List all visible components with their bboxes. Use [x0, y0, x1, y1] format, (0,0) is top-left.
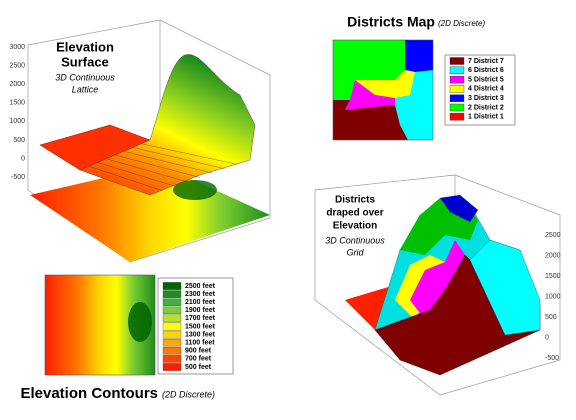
district-map	[332, 39, 434, 141]
legend-swatch	[449, 103, 465, 112]
lattice	[88, 143, 238, 191]
axis-tick-label: 0	[545, 334, 549, 341]
district-5	[410, 240, 465, 320]
lattice-line	[106, 158, 188, 183]
district-6-wall	[469, 239, 541, 336]
legend-label: 4 District 4	[468, 86, 504, 93]
title: Elevation Contours	[20, 385, 158, 402]
legend-swatch	[449, 94, 465, 102]
lattice-line	[132, 147, 226, 169]
axis-tick-label: 2500	[545, 232, 561, 239]
legend-swatch	[162, 298, 182, 306]
map-border	[332, 39, 434, 141]
districts-draped	[314, 174, 561, 396]
subtitle: Grid	[346, 247, 364, 257]
axis-tick-label: 2000	[545, 252, 561, 259]
legend-label: 2300 feet	[185, 291, 216, 298]
subtitle: (2D Discrete)	[162, 389, 215, 399]
legend-swatch	[162, 347, 182, 355]
region	[355, 40, 405, 80]
legend-label: 7 District 7	[468, 58, 504, 65]
axis-tick-label: 1000	[9, 118, 25, 125]
subtitle: (2D Discrete)	[438, 19, 485, 28]
legend-swatch	[162, 355, 182, 363]
subtitle: 3D Continuous	[325, 235, 385, 245]
legend-swatch	[449, 57, 465, 65]
subtitle: 3D Continuous	[55, 72, 115, 82]
axis-tick-label: 500	[545, 314, 557, 321]
district-3	[440, 195, 478, 222]
region	[333, 100, 408, 140]
legend-swatch	[162, 338, 182, 347]
axis-tick-label: -500	[11, 174, 25, 181]
axis-tick-label: 1000	[545, 293, 561, 300]
region	[355, 70, 415, 98]
contour-blob	[128, 302, 152, 342]
region	[333, 40, 373, 100]
axis-tick-label: 3000	[9, 44, 25, 51]
lattice-line	[97, 162, 176, 187]
legend-swatch	[162, 363, 182, 371]
legend-swatch	[162, 314, 182, 323]
title: Elevation	[56, 39, 114, 54]
title: Surface	[61, 54, 109, 69]
title: Districts	[335, 195, 375, 206]
legend-label: 900 feet	[185, 348, 212, 355]
legend-label: 1500 feet	[185, 323, 216, 330]
title: Elevation	[333, 221, 377, 232]
legend-swatch	[162, 282, 182, 290]
legend-label: 1100 feet	[185, 340, 215, 347]
legend-swatch	[449, 85, 465, 93]
title: Districts Map	[347, 14, 435, 30]
legend-label: 1700 feet	[185, 315, 216, 322]
legend-label: 2100 feet	[185, 299, 216, 306]
legend-label: 1900 feet	[185, 307, 216, 314]
axis-tick-label: 1500	[545, 273, 561, 280]
legend-swatch	[449, 66, 465, 75]
legend-swatch	[449, 113, 465, 121]
axis-tick-label: 2500	[9, 62, 25, 69]
legend-label: 6 District 6	[468, 67, 504, 74]
legend-swatch	[162, 306, 182, 315]
hill-surface	[79, 54, 256, 196]
frame	[314, 174, 561, 396]
legend-label: 3 District 3	[468, 95, 504, 102]
legend-label: 2500 feet	[185, 283, 216, 290]
axis-tick-label: 0	[21, 155, 25, 162]
region	[405, 40, 433, 72]
axis-tick-label: 2000	[9, 81, 25, 88]
elevation-surface	[27, 19, 271, 263]
legend-swatch	[449, 75, 465, 84]
axis-tick-label: -500	[545, 355, 559, 362]
axis-tick-label: 1500	[9, 100, 25, 107]
subtitle: Lattice	[72, 84, 99, 94]
legend-label: 500 feet	[185, 364, 212, 371]
axis-tick-label: 500	[13, 137, 25, 144]
lattice-line	[114, 154, 201, 178]
contour-blob	[173, 180, 217, 200]
legend-label: 700 feet	[185, 356, 212, 363]
region	[345, 80, 395, 110]
lattice-line	[88, 166, 163, 191]
legend-swatch	[162, 322, 182, 331]
legend-label: 5 District 5	[468, 76, 504, 83]
legend-label: 1300 feet	[185, 331, 216, 338]
lattice-line	[123, 151, 213, 174]
lattice-line	[141, 143, 238, 165]
legend-swatch	[162, 290, 182, 298]
legend-swatch	[162, 330, 182, 339]
legend-label: 1 District 1	[468, 114, 504, 121]
title: draped over	[326, 208, 383, 219]
legend-label: 2 District 2	[468, 104, 504, 111]
